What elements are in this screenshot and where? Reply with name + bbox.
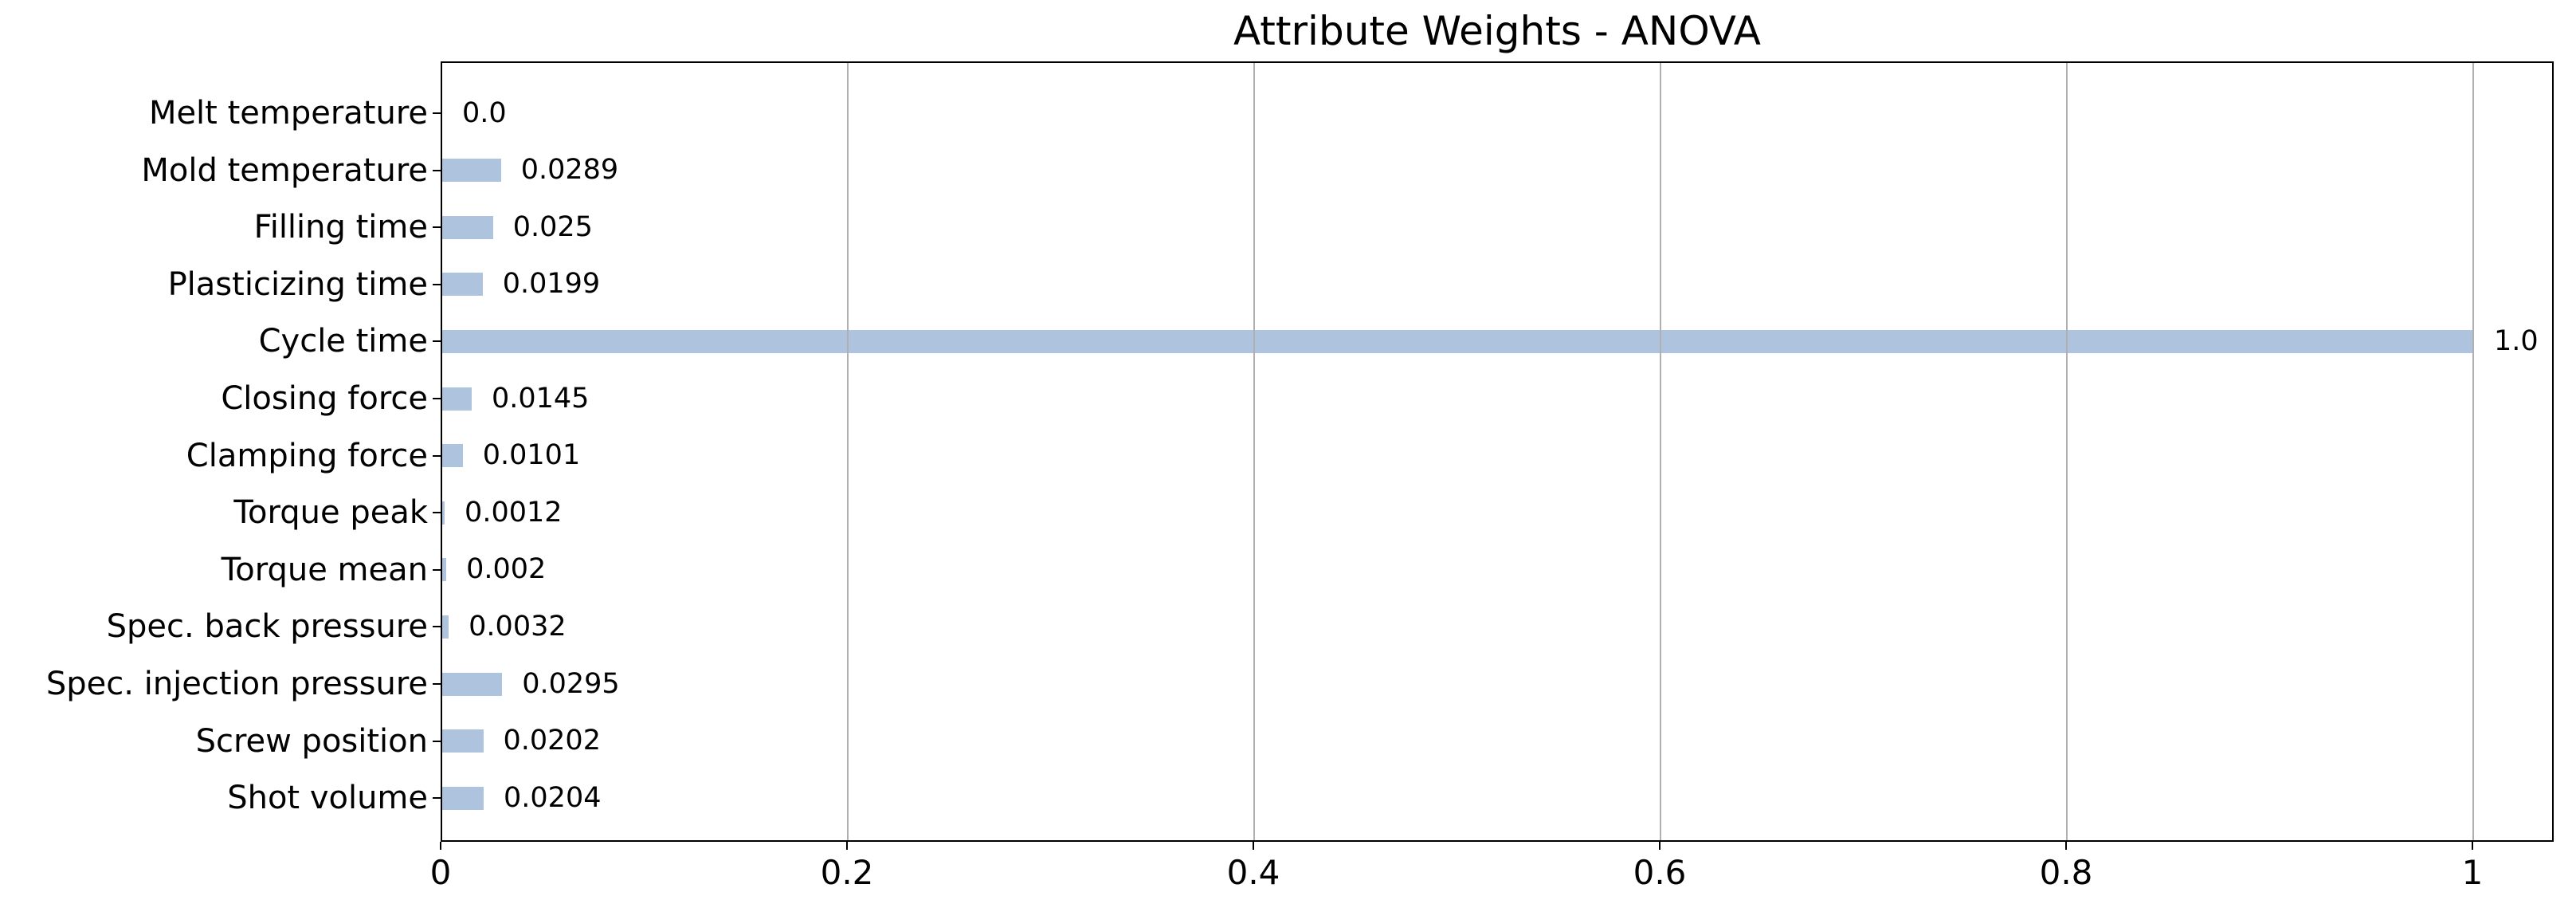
y-tick-mark <box>433 568 441 571</box>
y-tick-label: Filling time <box>253 209 428 246</box>
y-tick-label: Plasticizing time <box>167 265 428 303</box>
bar-value-label: 0.0289 <box>520 154 619 187</box>
bar <box>442 558 447 582</box>
bar <box>442 501 445 525</box>
bar <box>442 615 449 639</box>
bar-value-label: 0.0145 <box>491 382 590 415</box>
bar-value-label: 0.025 <box>512 210 593 243</box>
bar-value-label: 0.0295 <box>522 667 620 700</box>
y-tick-label: Clamping force <box>186 437 428 474</box>
bar <box>442 387 472 411</box>
y-tick-label: Torque mean <box>221 551 428 588</box>
y-tick-mark <box>433 226 441 229</box>
gridline <box>1253 63 1255 840</box>
y-tick-mark <box>433 740 441 742</box>
bar-value-label: 0.0101 <box>482 439 581 472</box>
y-tick-mark <box>433 626 441 628</box>
y-tick-label: Screw position <box>195 722 428 760</box>
y-tick-mark <box>433 169 441 171</box>
x-tick-mark <box>1659 842 1660 850</box>
x-tick-label: 0.8 <box>2039 853 2093 892</box>
x-tick-label: 1 <box>2461 853 2484 892</box>
gridline <box>1660 63 1661 840</box>
x-tick-mark <box>846 842 848 850</box>
y-tick-mark <box>433 683 441 685</box>
y-tick-mark <box>433 797 441 800</box>
bar-value-label: 0.002 <box>466 553 547 586</box>
plot-area: 0.0 0.0289 0.025 0.0199 1.0 0.0145 0.0101 0.001… <box>441 61 2554 842</box>
y-tick-mark <box>433 112 441 114</box>
x-tick-label: 0.4 <box>1226 853 1280 892</box>
y-tick-mark <box>433 283 441 285</box>
y-tick-label: Spec. back pressure <box>106 608 428 646</box>
x-tick-label: 0.6 <box>1633 853 1687 892</box>
y-tick-label: Closing force <box>221 380 428 417</box>
y-tick-label: Melt temperature <box>148 95 428 132</box>
bar <box>442 672 503 696</box>
gridline <box>2472 63 2474 840</box>
y-tick-label: Cycle time <box>258 323 428 360</box>
bar <box>442 215 493 239</box>
bar <box>442 786 484 810</box>
bar <box>442 159 501 183</box>
x-tick-mark <box>2065 842 2067 850</box>
bar <box>442 444 463 468</box>
bar <box>442 329 2474 353</box>
bar-value-label: 0.0012 <box>465 496 563 529</box>
gridline <box>847 63 849 840</box>
bar-value-label: 1.0 <box>2494 324 2539 357</box>
y-tick-label: Shot volume <box>227 780 428 817</box>
y-tick-mark <box>433 512 441 514</box>
bar-value-label: 0.0202 <box>503 725 601 757</box>
y-tick-label: Torque peak <box>233 494 428 532</box>
y-tick-label: Mold temperature <box>141 151 428 189</box>
bar-value-label: 0.0199 <box>502 268 601 301</box>
chart-title: Attribute Weights - ANOVA <box>1233 8 1762 54</box>
bar-value-label: 0.0 <box>462 96 507 129</box>
x-tick-label: 0 <box>429 853 452 892</box>
x-tick-mark <box>2472 842 2473 850</box>
gridline <box>2066 63 2068 840</box>
y-tick-mark <box>433 454 441 457</box>
bar <box>442 729 484 753</box>
bar-value-label: 0.0032 <box>469 610 567 643</box>
bar <box>442 273 483 297</box>
x-tick-mark <box>1253 842 1254 850</box>
y-tick-mark <box>433 340 441 343</box>
x-tick-mark <box>440 842 441 850</box>
y-tick-label: Spec. injection pressure <box>45 666 428 702</box>
bar-value-label: 0.0204 <box>504 781 602 814</box>
x-tick-label: 0.2 <box>820 853 874 892</box>
y-tick-mark <box>433 398 441 399</box>
